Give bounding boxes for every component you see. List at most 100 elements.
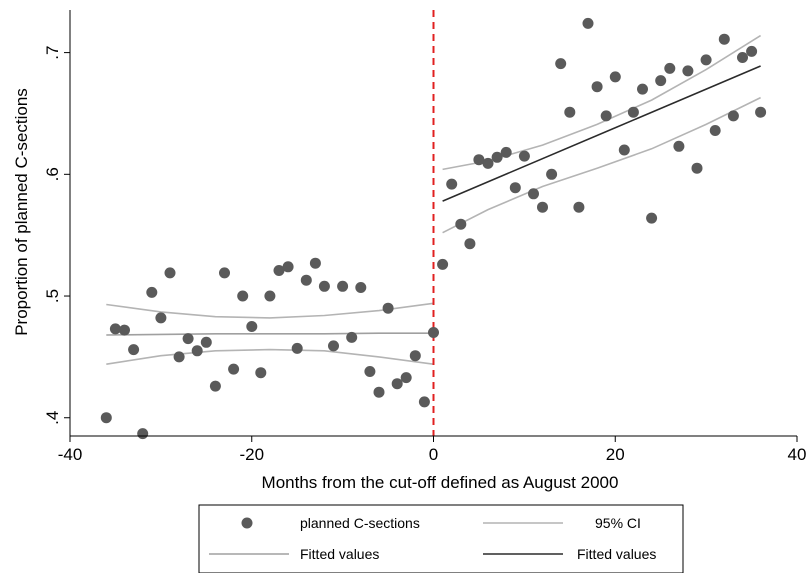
data-point	[637, 83, 648, 95]
data-point	[418, 396, 430, 408]
data-point	[528, 188, 539, 200]
data-point	[264, 290, 276, 302]
data-point	[682, 65, 694, 77]
data-point	[609, 71, 621, 83]
data-point	[182, 333, 194, 345]
data-point	[673, 140, 685, 152]
legend-box	[198, 504, 684, 573]
data-point	[237, 290, 249, 302]
data-point	[246, 321, 258, 332]
data-point	[228, 363, 240, 375]
data-point	[746, 45, 758, 57]
data-point	[573, 201, 585, 213]
legend-label-fit-pre: Fitted values	[300, 546, 379, 562]
data-point	[346, 331, 358, 343]
data-point	[382, 302, 394, 314]
data-point	[509, 182, 521, 194]
data-point	[709, 125, 721, 136]
data-point	[337, 280, 349, 292]
y-ticks: .4 .5 .6 .7	[43, 46, 70, 425]
data-point	[318, 280, 330, 292]
data-point	[355, 282, 367, 293]
x-tick-label: 0	[429, 445, 438, 464]
legend-label-planned-csections: planned C-sections	[300, 515, 420, 531]
data-point	[627, 106, 639, 118]
data-point	[209, 380, 221, 392]
x-tick-label: -40	[58, 445, 83, 464]
data-point	[155, 312, 167, 324]
ci-upper-line-pre	[106, 302, 434, 319]
data-point	[164, 267, 176, 279]
data-point	[300, 274, 312, 286]
data-point	[455, 218, 467, 230]
data-point	[364, 366, 376, 377]
x-tick-label: 40	[788, 445, 807, 464]
data-point	[591, 81, 603, 93]
data-point	[309, 257, 321, 269]
data-point	[664, 62, 676, 74]
data-point	[400, 372, 412, 384]
ci-lower-line-post	[442, 96, 761, 234]
data-point	[518, 150, 530, 162]
y-tick-label: .6	[43, 167, 62, 181]
data-point	[446, 178, 458, 190]
data-point	[291, 342, 303, 354]
data-point	[109, 323, 121, 335]
data-point	[600, 110, 612, 122]
data-point	[564, 106, 576, 118]
legend-label-fit-post: Fitted values	[577, 546, 656, 562]
legend-marker-swatch	[241, 517, 253, 529]
data-point	[428, 327, 439, 338]
plot-area	[100, 10, 767, 440]
data-point	[464, 238, 476, 250]
data-point	[146, 286, 158, 298]
data-point	[491, 151, 503, 163]
y-tick-label: .4	[43, 411, 62, 425]
data-point	[409, 350, 421, 362]
data-point	[100, 412, 112, 424]
data-point	[191, 345, 203, 357]
ci-lower-line-pre	[106, 348, 434, 365]
data-point	[328, 340, 339, 352]
legend: planned C-sections 95% CI Fitted values …	[198, 504, 684, 573]
data-point	[718, 33, 730, 45]
data-point	[391, 378, 403, 390]
data-point	[582, 17, 594, 29]
fitted-line-post	[442, 65, 761, 202]
data-point	[255, 367, 267, 379]
y-tick-label: .5	[43, 289, 62, 303]
data-point	[373, 386, 385, 398]
fitted-line-pre	[106, 332, 434, 336]
data-point	[119, 324, 130, 336]
data-point	[737, 52, 748, 63]
y-tick-label: .7	[43, 46, 62, 60]
data-point	[755, 106, 767, 118]
data-point	[691, 162, 703, 174]
data-point	[655, 75, 667, 87]
data-point	[500, 146, 512, 158]
x-axis-label: Months from the cut-off defined as Augus…	[262, 473, 619, 492]
axes: -40 -20 0 20 40 .4 .5 .6 .7 Months from the cut…	[12, 10, 806, 492]
y-axis-label: Proportion of planned C-sections	[12, 88, 31, 336]
data-point	[555, 58, 567, 70]
data-point	[473, 154, 485, 166]
data-point	[128, 344, 140, 356]
x-ticks: -40 -20 0 20 40	[58, 436, 807, 464]
data-point	[173, 351, 185, 363]
data-point	[537, 201, 548, 213]
data-point	[219, 267, 230, 279]
data-point	[437, 258, 449, 270]
data-point	[273, 265, 285, 276]
data-point	[618, 144, 630, 156]
x-tick-label: 20	[606, 445, 625, 464]
data-point	[700, 54, 712, 66]
data-point	[137, 428, 149, 440]
data-point	[200, 336, 212, 348]
data-point	[282, 261, 294, 273]
data-point	[482, 157, 494, 169]
legend-label-ci: 95% CI	[595, 515, 641, 531]
data-point	[646, 212, 658, 224]
x-tick-label: -20	[239, 445, 264, 464]
ci-upper-line-post	[442, 34, 762, 171]
